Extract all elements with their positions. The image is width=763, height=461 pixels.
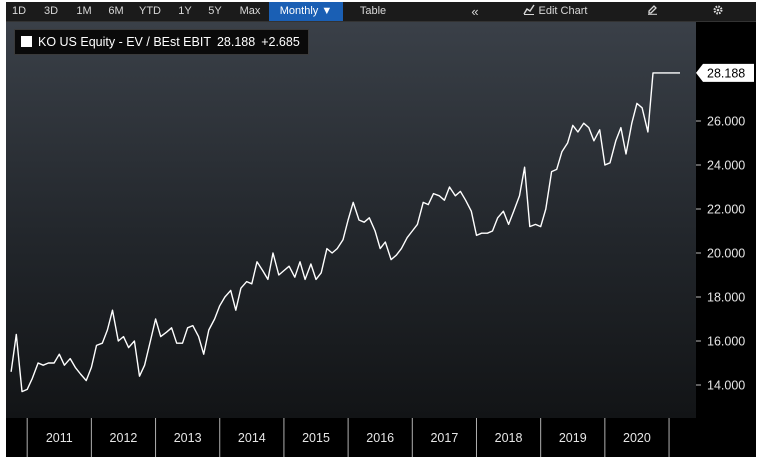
legend-last-value: 28.188 <box>216 35 256 49</box>
x-year-label: 2012 <box>110 431 138 445</box>
y-tick-label: 18.000 <box>707 291 745 305</box>
x-year-label: 2011 <box>46 431 73 445</box>
series-legend[interactable]: KO US Equity - EV / BEst EBIT 28.188 +2.68… <box>14 29 309 55</box>
chart-toolbar: 1D 3D 1M 6M YTD 1Y 5Y Max Monthly ▼ Tabl… <box>6 2 756 22</box>
x-year-label: 2016 <box>366 431 394 445</box>
x-year-label: 2015 <box>302 431 330 445</box>
y-tick-label: 16.000 <box>707 335 745 349</box>
y-tick-label: 22.000 <box>707 203 745 217</box>
range-1d-button[interactable]: 1D <box>11 5 27 17</box>
annotate-icon[interactable] <box>642 2 662 21</box>
y-tick-label: 24.000 <box>707 159 745 173</box>
x-year-label: 2017 <box>430 431 458 445</box>
range-max-button[interactable]: Max <box>239 5 261 17</box>
plot-area[interactable] <box>6 22 696 418</box>
frequency-dropdown[interactable]: Monthly ▼ <box>269 2 343 21</box>
table-button[interactable]: Table <box>359 5 387 17</box>
chart-window: 1D 3D 1M 6M YTD 1Y 5Y Max Monthly ▼ Tabl… <box>6 2 756 457</box>
edit-chart-button[interactable]: Edit Chart <box>512 2 598 21</box>
y-tick-label: 14.000 <box>707 379 745 393</box>
range-3d-button[interactable]: 3D <box>43 5 59 17</box>
y-tick-label: 26.000 <box>707 115 745 129</box>
x-year-label: 2019 <box>559 431 587 445</box>
range-1y-button[interactable]: 1Y <box>178 5 192 17</box>
edit-chart-icon <box>522 4 535 15</box>
range-1m-button[interactable]: 1M <box>76 5 92 17</box>
last-value-marker <box>696 63 754 82</box>
x-year-label: 2020 <box>623 431 651 445</box>
x-year-label: 2014 <box>238 431 266 445</box>
x-year-label: 2013 <box>174 431 202 445</box>
range-6m-button[interactable]: 6M <box>108 5 124 17</box>
last-value-label: 28.188 <box>707 66 745 80</box>
x-year-label: 2018 <box>495 431 523 445</box>
series-line <box>10 72 680 393</box>
edit-chart-label: Edit Chart <box>538 5 588 17</box>
x-axis: 2011 2012 2013 2014 2015 2016 2017 2018 2019 2020 <box>6 418 696 457</box>
y-axis: 14.000 16.000 18.000 20.000 22.000 24.000 26.0… <box>696 22 756 418</box>
legend-checkbox[interactable] <box>21 36 32 47</box>
range-ytd-button[interactable]: YTD <box>139 5 161 17</box>
legend-series-name: KO US Equity - EV / BEst EBIT <box>38 35 211 49</box>
gear-icon[interactable] <box>708 2 728 21</box>
range-5y-button[interactable]: 5Y <box>208 5 222 17</box>
collapse-icon[interactable]: « <box>471 4 479 19</box>
price-line-chart <box>10 72 680 393</box>
y-tick-label: 20.000 <box>707 247 745 261</box>
legend-change: +2.685 <box>261 35 300 49</box>
